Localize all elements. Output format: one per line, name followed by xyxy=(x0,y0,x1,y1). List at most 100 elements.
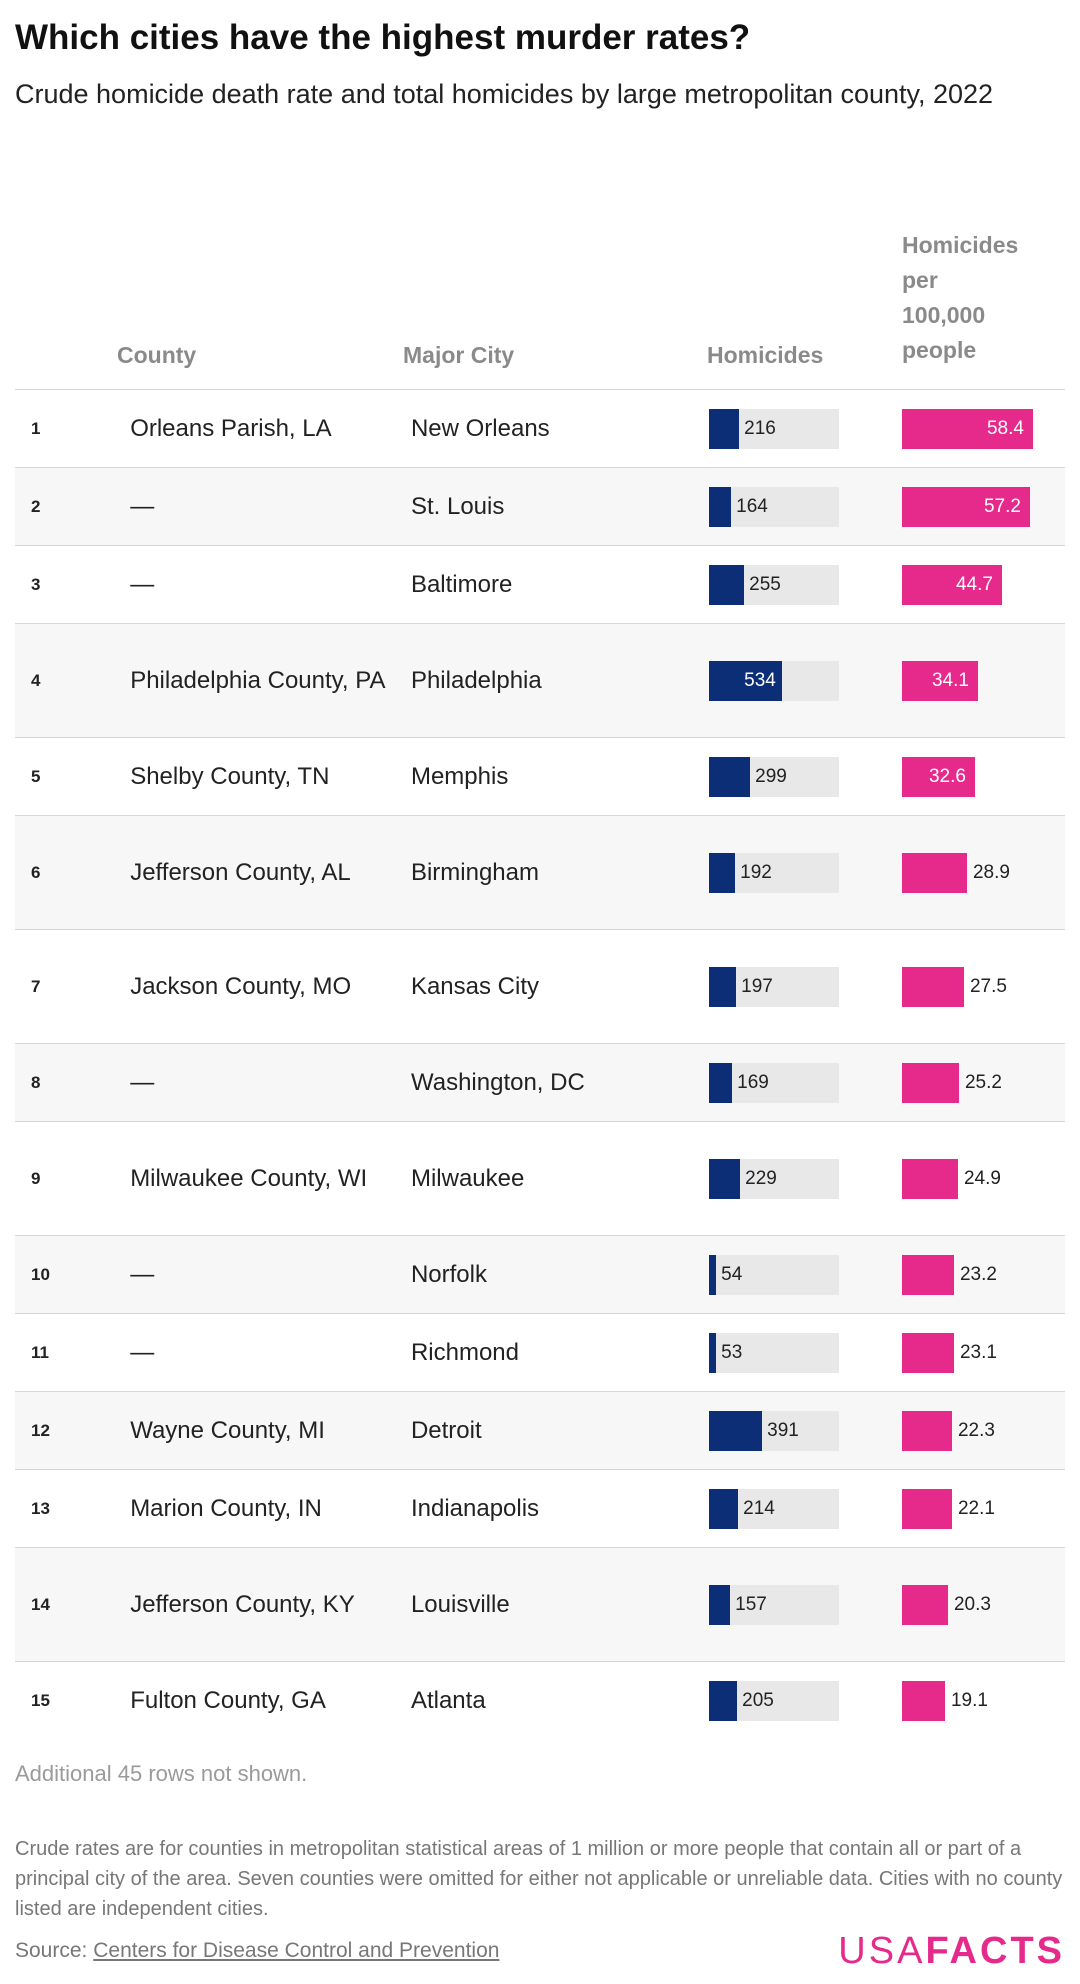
county-cell: Orleans Parish, LA xyxy=(130,389,411,468)
homicides-bar-track: 214 xyxy=(709,1488,840,1529)
rate-cell: 23.1 xyxy=(901,1313,1065,1392)
rate-bar xyxy=(901,1680,945,1721)
county-cell: — xyxy=(130,1313,411,1392)
homicides-value: 54 xyxy=(721,1263,743,1285)
table-body: 1 Orleans Parish, LA New Orleans 216 58.4 2— S… xyxy=(15,389,1065,1740)
rank-cell: 9 xyxy=(15,1121,131,1236)
header-rate-line3: 100,000 xyxy=(902,302,986,328)
homicides-value: 299 xyxy=(755,765,787,787)
homicides-bar-track: 216 xyxy=(709,408,840,449)
homicides-bar-track: 255 xyxy=(709,564,840,605)
table-row: 5 Shelby County, TN Memphis 299 32.6 xyxy=(15,737,1065,816)
rate-cell: 23.2 xyxy=(901,1235,1065,1314)
major-city-cell: Atlanta xyxy=(410,1661,710,1740)
table-row: 8— Washington, DC 169 25.2 xyxy=(15,1043,1065,1122)
major-city-cell: New Orleans xyxy=(410,389,710,468)
major-city-cell: Kansas City xyxy=(410,929,710,1044)
homicides-cell: 192 xyxy=(709,815,902,930)
homicides-cell: 216 xyxy=(709,389,902,468)
homicides-value: 169 xyxy=(737,1071,769,1093)
rank-cell: 11 xyxy=(15,1313,131,1392)
homicides-bar xyxy=(709,756,751,797)
homicides-cell: 164 xyxy=(709,467,902,546)
homicides-value: 214 xyxy=(743,1497,775,1519)
homicides-cell: 229 xyxy=(709,1121,902,1236)
county-cell: — xyxy=(130,545,411,624)
rank-cell: 5 xyxy=(15,737,131,816)
county-cell: Marion County, IN xyxy=(130,1469,411,1548)
rate-bar xyxy=(901,966,964,1007)
homicides-bar xyxy=(709,1062,733,1103)
header-rate: Homicides per 100,000 people xyxy=(902,228,1018,368)
rate-value: 27.5 xyxy=(969,975,1007,997)
major-city-cell: Birmingham xyxy=(410,815,710,930)
table-row: 14 Jefferson County, KY Louisville 157 20.3 xyxy=(15,1547,1065,1662)
table-row: 4 Philadelphia County, PA Philadelphia 534 3… xyxy=(15,623,1065,738)
table-row: 10— Norfolk 54 23.2 xyxy=(15,1235,1065,1314)
homicides-value: 391 xyxy=(767,1419,799,1441)
data-table: 1 Orleans Parish, LA New Orleans 216 58.4 2— S… xyxy=(15,389,1065,1740)
rate-bar-area: 32.6 xyxy=(901,756,1065,797)
rate-bar-area: 23.1 xyxy=(901,1332,1065,1373)
homicides-bar xyxy=(709,564,745,605)
major-city-cell: Baltimore xyxy=(410,545,710,624)
homicides-bar xyxy=(709,660,783,701)
rate-bar-area: 44.7 xyxy=(901,564,1065,605)
homicides-bar xyxy=(709,852,736,893)
homicides-bar xyxy=(709,1158,741,1199)
homicides-bar-track: 192 xyxy=(709,852,840,893)
county-cell: Jackson County, MO xyxy=(130,929,411,1044)
rate-value: 28.9 xyxy=(972,861,1010,883)
table-row: 7 Jackson County, MO Kansas City 197 27.5 xyxy=(15,929,1065,1044)
usafacts-logo[interactable]: USAFACTS xyxy=(838,1930,1065,1973)
major-city-cell: Milwaukee xyxy=(410,1121,710,1236)
rate-bar-area: 57.2 xyxy=(901,486,1065,527)
rate-value: 34.1 xyxy=(931,669,969,691)
rank-cell: 10 xyxy=(15,1235,131,1314)
table-row: 2— St. Louis 164 57.2 xyxy=(15,467,1065,546)
homicides-bar xyxy=(709,1488,739,1529)
rank-cell: 14 xyxy=(15,1547,131,1662)
rate-bar xyxy=(901,1254,954,1295)
homicides-bar-track: 54 xyxy=(709,1254,840,1295)
county-cell: Wayne County, MI xyxy=(130,1391,411,1470)
rate-bar xyxy=(901,1488,952,1529)
table-row: 15 Fulton County, GA Atlanta 205 19.1 xyxy=(15,1661,1065,1740)
header-major-city: Major City xyxy=(403,342,515,368)
homicides-value: 164 xyxy=(736,495,768,517)
rate-bar-area: 22.3 xyxy=(901,1410,1065,1451)
homicides-cell: 534 xyxy=(709,623,902,738)
county-cell: — xyxy=(130,1043,411,1122)
rate-value: 25.2 xyxy=(964,1071,1002,1093)
homicides-value: 255 xyxy=(749,573,781,595)
rate-value: 32.6 xyxy=(928,765,966,787)
source-link[interactable]: Centers for Disease Control and Preventi… xyxy=(93,1939,500,1962)
homicides-bar-track: 205 xyxy=(709,1680,840,1721)
rank-cell: 12 xyxy=(15,1391,131,1470)
rate-cell: 22.1 xyxy=(901,1469,1065,1548)
chart-title: Which cities have the highest murder rat… xyxy=(15,18,751,57)
table-row: 11— Richmond 53 23.1 xyxy=(15,1313,1065,1392)
rate-bar xyxy=(901,1410,952,1451)
homicides-value: 192 xyxy=(740,861,772,883)
rate-bar xyxy=(901,1158,958,1199)
rate-bar-area: 28.9 xyxy=(901,852,1065,893)
rate-cell: 19.1 xyxy=(901,1661,1065,1740)
rate-bar xyxy=(901,1062,959,1103)
homicides-cell: 255 xyxy=(709,545,902,624)
homicides-cell: 54 xyxy=(709,1235,902,1314)
rate-bar xyxy=(901,852,967,893)
homicides-value: 216 xyxy=(744,417,776,439)
rate-value: 20.3 xyxy=(953,1593,991,1615)
rate-value: 19.1 xyxy=(950,1689,988,1711)
rank-cell: 7 xyxy=(15,929,131,1044)
rank-cell: 4 xyxy=(15,623,131,738)
homicides-bar xyxy=(709,966,737,1007)
rate-bar xyxy=(901,1332,954,1373)
rate-bar-area: 24.9 xyxy=(901,1158,1065,1199)
homicides-bar-track: 169 xyxy=(709,1062,840,1103)
rate-value: 24.9 xyxy=(963,1167,1001,1189)
table-row: 13 Marion County, IN Indianapolis 214 22.1 xyxy=(15,1469,1065,1548)
logo-text-usa: USA xyxy=(838,1930,926,1972)
header-rate-line2: per xyxy=(902,267,938,293)
